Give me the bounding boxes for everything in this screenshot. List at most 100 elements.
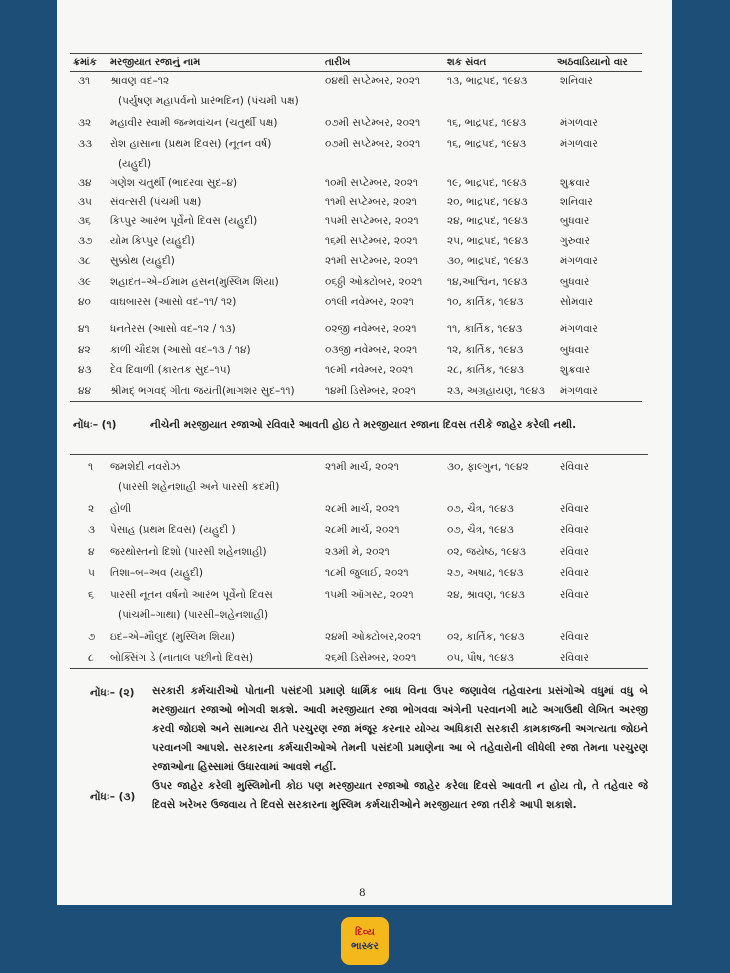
shak-date: ૦૨, કાર્તિક, ૧૯૪૩ [447, 631, 525, 643]
note-label: નોંધઃ– (૧) [73, 419, 117, 431]
row-number: ૩ [88, 524, 95, 536]
holiday-name: ગણેશ ચતુર્થી (ભાદરવા સુદ–૪) [110, 177, 238, 189]
weekday: રવિવાર [560, 631, 589, 643]
column-header: શક સંવત [447, 57, 487, 68]
date: ૦૭મી સપ્ટેમ્બર, ૨૦૨૧ [325, 138, 421, 150]
row-number: ૪૩ [78, 364, 92, 376]
row-number: ૪ [88, 546, 95, 558]
weekday: મંગળવાર [560, 323, 598, 335]
row-number: ૩૮ [78, 255, 91, 267]
holiday-name: શહાદત–એ–ઈમામ હસન(મુસ્લિમ શિયા) [110, 276, 279, 288]
note-label: નોંધઃ– (૩) [90, 791, 136, 803]
date: ૨૮મી માર્ચ, ૨૦૨૧ [325, 524, 400, 536]
weekday: બુધવાર [560, 276, 590, 288]
holiday-name: જમશેદી નવરોઝ [110, 461, 181, 473]
weekday: રવિવાર [560, 461, 589, 473]
shak-date: ૧૨, કાર્તિક, ૧૯૪૩ [447, 344, 524, 356]
shak-date: ૦૫, પૌષ, ૧૯૪૩ [447, 652, 514, 664]
date: ૨૩મી મે, ૨૦૨૧ [325, 546, 390, 558]
date: ૧૫મી ઑગસ્ટ, ૨૦૨૧ [325, 589, 414, 601]
row-number: ૩૪ [78, 177, 92, 189]
holiday-name: (પારસી શહેનશાહી અને પારસી કદમી) [118, 481, 280, 493]
shak-date: ૨૪, શ્રાવણ, ૧૯૪૩ [447, 589, 525, 601]
weekday: મંગળવાર [560, 117, 598, 129]
column-header: મરજીયાત રજાનું નામ [110, 57, 201, 68]
shak-date: ૧૪,આશ્વિન, ૧૯૪૩ [447, 276, 528, 288]
shak-date: ૩૦, ભાદ્રપદ, ૧૯૪૩ [447, 255, 529, 267]
holiday-name: રોશ હાસાના (પ્રથમ દિવસ) (નૂતન વર્ષ) [110, 138, 272, 150]
weekday: રવિવાર [560, 503, 589, 515]
shak-date: ૧૩, ભાદ્રપદ, ૧૯૪૩ [447, 75, 528, 87]
document-page [57, 0, 672, 905]
row-number: ૮ [88, 652, 94, 664]
weekday: મંગળવાર [560, 255, 598, 267]
shak-date: ૦૭, ચૈત્ર, ૧૯૪૩ [447, 503, 514, 515]
rule [70, 668, 648, 669]
row-number: ૩૨ [78, 117, 92, 129]
row-number: ૭ [88, 631, 96, 643]
holiday-name: યોમ કિપ્પુર (યહુદી) [110, 235, 195, 247]
holiday-name: સુક્કોથ (યહુદી) [110, 255, 175, 267]
shak-date: ૨૭, અષાઢ, ૧૯૪૩ [447, 567, 524, 579]
logo: દિવ્ય ભાસ્કર [341, 917, 389, 965]
holiday-name: પેસાહ (પ્રથમ દિવસ) (યહુદી ) [110, 524, 236, 536]
weekday: રવિવાર [560, 589, 589, 601]
holiday-name: સંવત્સરી (પંચમી પક્ષ) [110, 196, 202, 208]
weekday: બુધવાર [560, 344, 590, 356]
weekday: શનિવાર [560, 196, 593, 208]
row-number: ૩૭ [78, 235, 93, 247]
row-number: ૪૨ [78, 344, 91, 356]
row-number: ૩૩ [78, 138, 92, 150]
holiday-name: દેવ દિવાળી (કારતક સુદ–૧૫) [110, 364, 231, 376]
weekday: મંગળવાર [560, 385, 598, 397]
row-number: ૩૯ [78, 276, 92, 288]
shak-date: ૦૭, ચૈત્ર, ૧૯૪૩ [447, 524, 514, 536]
shak-date: ૨૦, ભાદ્રપદ, ૧૯૪૩ [447, 196, 528, 208]
shak-date: ૧૯, ભાદ્રપદ, ૧૯૪૩ [447, 177, 527, 189]
row-number: ૩૫ [78, 196, 92, 208]
note-label: નોંધઃ– (૨) [90, 687, 135, 699]
holiday-name: કાળી ચૌદશ (આસો વદ–૧૩ / ૧૪) [110, 344, 251, 356]
date: ૧૫મી સપ્ટેમ્બર, ૨૦૨૧ [325, 215, 419, 227]
date: ૨૪મી ઓક્ટોબર,૨૦૨૧ [325, 631, 422, 643]
row-number: ૫ [88, 567, 95, 579]
column-header: અઠવાડિયાનો વાર [557, 57, 628, 68]
weekday: રવિવાર [560, 546, 589, 558]
row-number: ૪૧ [78, 323, 90, 335]
shak-date: ૨૪, ભાદ્રપદ, ૧૯૪૩ [447, 215, 528, 227]
shak-date: ૧૬, ભાદ્રપદ, ૧૯૪૩ [447, 138, 527, 150]
weekday: શુક્રવાર [560, 177, 591, 189]
rule [70, 71, 642, 72]
date: ૦૨જી નવેમ્બર, ૨૦૨૧ [325, 323, 417, 335]
shak-date: ૧૦, કાર્તિક, ૧૯૪૩ [447, 296, 524, 308]
note-text: નીચેની મરજીયાત રજાઓ રવિવારે આવતી હોઇ તે … [150, 419, 577, 431]
rule [70, 401, 642, 402]
date: ૧૦મી સપ્ટેમ્બર, ૨૦૨૧ [325, 177, 419, 189]
weekday: ગુરુવાર [560, 235, 590, 247]
row-number: ૬ [88, 589, 94, 601]
holiday-name: વાઘબારસ (આસો વદ–૧૧/ ૧૨) [110, 296, 237, 308]
shak-date: ૧૬, ભાદ્રપદ, ૧૯૪૩ [447, 117, 527, 129]
holiday-name: (પર્યુષણ મહાપર્વનો પ્રારંભદિન) (પંચમી પક… [118, 95, 299, 107]
row-number: ૧ [88, 461, 94, 473]
date: ૨૧મી સપ્ટેમ્બર, ૨૦૨૧ [325, 255, 418, 267]
holiday-name: હોળી [110, 503, 132, 515]
shak-date: ૩૦, ફાલ્ગુન, ૧૯૪૨ [447, 461, 529, 473]
date: ૨૮મી માર્ચ, ૨૦૨૧ [325, 503, 400, 515]
row-number: ૨ [88, 503, 95, 515]
column-header: ક્રમાંક [73, 57, 97, 68]
date: ૧૬મી સપ્ટેમ્બર, ૨૦૨૧ [325, 235, 418, 247]
weekday: રવિવાર [560, 652, 589, 664]
date: ૦૭મી સપ્ટેમ્બર, ૨૦૨૧ [325, 117, 421, 129]
holiday-name: શ્રાવણ વદ–૧૨ [110, 75, 170, 87]
holiday-name: જરથોસ્તનો દિશો (પારસી શહેનશાહી) [110, 546, 267, 558]
holiday-name: બોક્સિંગ ડે (નાતાલ પછીનો દિવસ) [110, 652, 254, 664]
weekday: બુધવાર [560, 215, 590, 227]
holiday-name: મહાવીર સ્વામી જન્મવાંચન (ચતુર્થી પક્ષ) [110, 117, 278, 129]
holiday-name: પારસી નૂતન વર્ષનો આરંભ પૂર્વેનો દિવસ [110, 589, 273, 601]
weekday: મંગળવાર [560, 138, 598, 150]
holiday-name: તિશા–બ–અવ (યહુદી) [110, 567, 204, 579]
weekday: સોમવાર [560, 296, 594, 308]
row-number: ૩૧ [78, 75, 91, 87]
shak-date: ૦૨, જયેષ્ઠ, ૧૯૪૩ [447, 546, 526, 558]
